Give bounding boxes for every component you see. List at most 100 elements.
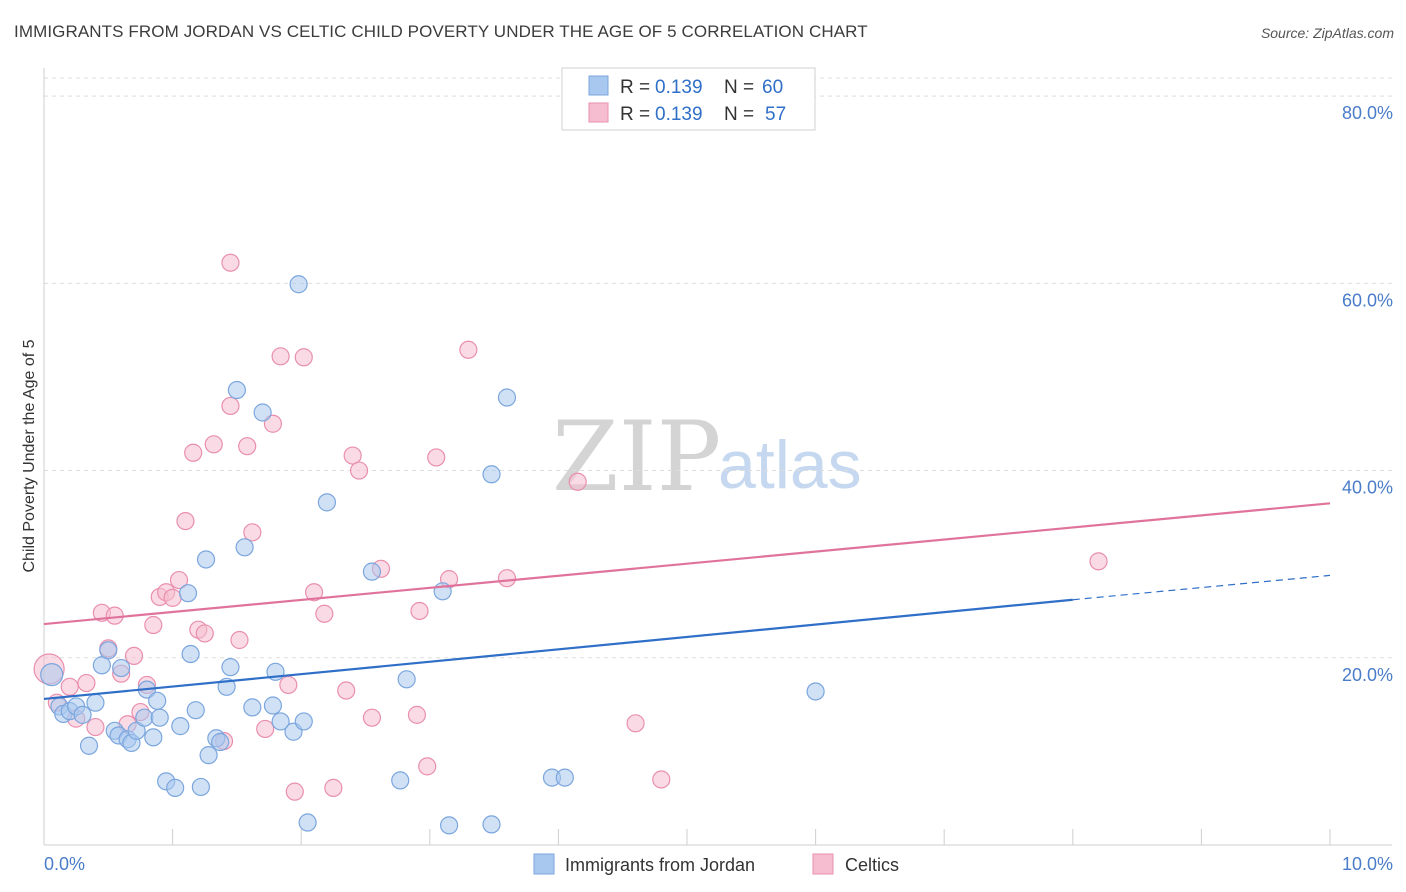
celtics-point <box>221 253 240 272</box>
watermark-zip: ZIP <box>552 401 721 513</box>
legend-n-value-celtics: 57 <box>765 104 786 125</box>
celtics-point <box>243 523 262 542</box>
jordan-point <box>79 736 99 755</box>
jordan-point <box>298 813 317 832</box>
legend-r-value-celtics: 0.139 <box>655 104 703 125</box>
jordan-point <box>191 777 210 797</box>
celtics-point <box>410 601 429 621</box>
celtics-point <box>86 717 105 737</box>
jordan-point <box>253 403 272 422</box>
celtics-point <box>324 778 343 797</box>
jordan-point <box>99 641 118 660</box>
celtics-point <box>568 472 587 491</box>
jordan-trend-line-extension <box>1072 574 1331 601</box>
jordan-point <box>482 815 501 834</box>
celtics-point <box>184 443 203 462</box>
jordan-point <box>555 768 574 787</box>
celtics-point <box>315 604 334 623</box>
celtics-point <box>418 757 437 776</box>
jordan-point <box>391 771 410 790</box>
y-tick-label: 80.0% <box>1342 103 1393 123</box>
celtics-point <box>497 569 517 588</box>
jordan-point <box>178 584 198 603</box>
celtics-point <box>285 782 304 801</box>
jordan-point <box>181 644 200 664</box>
trend-lines <box>43 502 1331 701</box>
y-tick-label: 40.0% <box>1342 478 1393 498</box>
jordan-point <box>92 656 111 675</box>
jordan-point <box>40 663 64 687</box>
celtics-point <box>221 396 240 416</box>
jordan-point <box>150 708 169 727</box>
tick-labels: 20.0% 40.0% 60.0% 80.0% 0.0% 10.0% <box>44 103 1393 874</box>
celtics-point <box>195 624 214 643</box>
celtics-point <box>279 675 298 695</box>
jordan-point <box>211 732 230 752</box>
bottom-legend: Immigrants from Jordan Celtics <box>533 853 899 875</box>
celtics-point <box>407 705 427 724</box>
legend-swatch-celtics <box>588 102 609 123</box>
y-tick-label: 20.0% <box>1342 665 1393 685</box>
jordan-trend-line <box>43 598 1073 701</box>
y-axis-title: Child Poverty Under the Age of 5 <box>21 339 38 572</box>
legend-r-label-celtics: R = <box>620 104 650 125</box>
jordan-point <box>166 778 185 797</box>
celtics-points <box>33 253 1108 801</box>
celtics-point <box>626 714 645 733</box>
celtics-point <box>176 511 195 531</box>
celtics-point <box>230 630 249 650</box>
jordan-point <box>186 701 205 720</box>
chart-title: IMMIGRANTS FROM JORDAN VS CELTIC CHILD P… <box>14 22 868 41</box>
jordan-points <box>40 275 825 835</box>
jordan-point <box>482 465 501 484</box>
jordan-point <box>196 550 216 569</box>
celtics-point <box>144 615 163 635</box>
celtics-point <box>256 719 275 739</box>
celtics-point <box>343 446 362 465</box>
y-tick-label: 60.0% <box>1342 290 1393 310</box>
legend: R = 0.139 N = 60 R = 0.139 N = 57 <box>561 67 816 131</box>
watermark-atlas: atlas <box>718 427 862 503</box>
celtics-point <box>1089 552 1108 571</box>
celtics-point <box>169 570 189 590</box>
jordan-point <box>135 708 154 727</box>
celtics-point <box>238 437 257 456</box>
celtics-trend-line <box>43 502 1331 626</box>
jordan-point <box>289 275 308 294</box>
celtics-point <box>652 770 671 789</box>
bottom-legend-label-jordan: Immigrants from Jordan <box>565 855 755 875</box>
celtics-point <box>263 414 283 433</box>
legend-n-value-jordan: 60 <box>762 77 783 98</box>
x-tick-label: 10.0% <box>1342 854 1393 874</box>
x-tick-marks <box>172 829 1331 845</box>
jordan-point <box>148 691 167 710</box>
celtics-point <box>362 708 382 727</box>
celtics-point <box>124 646 144 665</box>
legend-n-label-celtics: N = <box>724 104 754 125</box>
jordan-point <box>497 388 517 407</box>
jordan-point <box>362 562 382 581</box>
celtics-point <box>77 673 96 693</box>
watermark: ZIP atlas <box>552 401 862 513</box>
celtics-point <box>105 606 124 625</box>
celtics-point <box>294 348 313 367</box>
jordan-point <box>73 705 92 724</box>
jordan-point <box>263 696 283 715</box>
legend-n-label-jordan: N = <box>724 77 754 98</box>
chart-source: Source: ZipAtlas.com <box>1260 25 1394 41</box>
jordan-point <box>221 658 240 677</box>
legend-r-label-jordan: R = <box>620 77 650 98</box>
jordan-point <box>439 816 459 835</box>
jordan-point <box>199 746 218 765</box>
celtics-point <box>271 347 290 366</box>
jordan-point <box>317 493 337 512</box>
legend-r-value-jordan: 0.139 <box>655 77 703 98</box>
celtics-point <box>163 588 182 607</box>
jordan-point <box>294 712 313 731</box>
celtics-point <box>337 681 356 700</box>
celtics-point <box>204 435 223 454</box>
jordan-point <box>271 712 290 731</box>
jordan-point <box>171 717 190 736</box>
celtics-point <box>459 340 478 359</box>
celtics-point <box>304 583 324 602</box>
